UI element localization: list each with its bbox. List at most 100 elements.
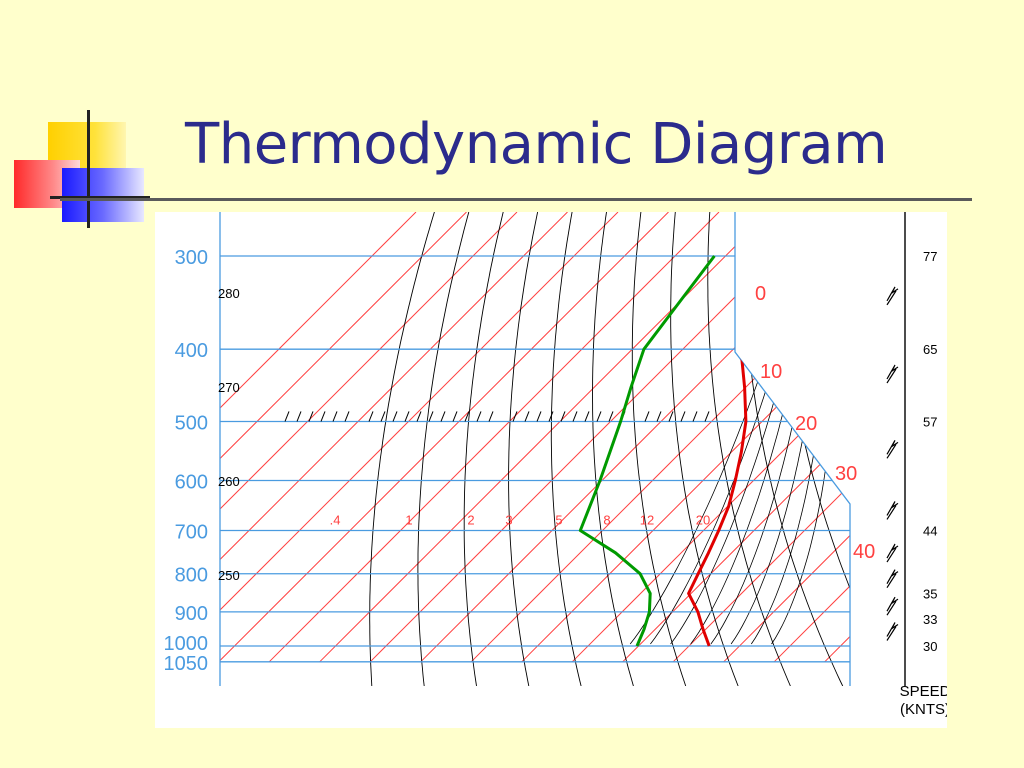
hatch-mark bbox=[476, 411, 482, 422]
hatch-mark bbox=[404, 411, 410, 422]
hatch-mark bbox=[428, 411, 434, 422]
isotherm-label: 0 bbox=[755, 283, 766, 305]
mixing-ratio-label: 8 bbox=[603, 512, 610, 527]
wind-barb bbox=[886, 622, 899, 641]
hatch-mark bbox=[512, 411, 518, 422]
hatch-mark bbox=[608, 411, 614, 422]
isotherm-line bbox=[319, 212, 770, 663]
hatch-mark bbox=[308, 411, 314, 422]
dry-adiabat-line bbox=[631, 212, 687, 686]
plot-right-border bbox=[734, 212, 851, 686]
hatch-mark bbox=[560, 411, 566, 422]
hatch-mark bbox=[440, 411, 446, 422]
wind-barb bbox=[886, 286, 899, 306]
isotherm-label: 40 bbox=[853, 541, 875, 563]
wind-speed-label: 33 bbox=[923, 612, 937, 627]
dry-adiabat-line bbox=[508, 212, 539, 686]
mixing-ratio-label: .4 bbox=[330, 512, 341, 527]
wind-barb bbox=[886, 569, 899, 588]
isotherm-line bbox=[369, 212, 821, 663]
wind-axis-label: (KNTS) bbox=[900, 701, 947, 718]
isotherm-line bbox=[672, 212, 850, 663]
hatch-mark bbox=[464, 411, 470, 422]
adiabat-lines bbox=[369, 212, 850, 686]
moist-adiabat-line bbox=[650, 212, 815, 645]
hatch-mark bbox=[380, 411, 386, 422]
hatch-mark bbox=[656, 411, 662, 422]
slide-title: Thermodynamic Diagram bbox=[185, 112, 888, 177]
isobar-lines bbox=[219, 212, 851, 686]
wind-barb bbox=[886, 596, 899, 616]
wind-speed-label: 30 bbox=[923, 639, 937, 654]
theta-label: 270 bbox=[218, 380, 240, 395]
hatch-mark bbox=[584, 411, 590, 422]
isotherm-label: 30 bbox=[835, 463, 857, 485]
dry-adiabat-line bbox=[417, 212, 470, 686]
isotherm-line bbox=[220, 212, 518, 663]
isotherm-line bbox=[220, 212, 467, 663]
mixing-ratio-label: 3 bbox=[505, 512, 512, 527]
mixing-ratio-label: 5 bbox=[555, 512, 562, 527]
isotherm-line bbox=[220, 212, 619, 663]
hatch-mark bbox=[488, 411, 494, 422]
hatch-mark bbox=[680, 411, 686, 422]
wind-speed-label: 57 bbox=[923, 414, 937, 429]
dry-adiabat-line bbox=[463, 212, 504, 686]
wind-speed-label: 44 bbox=[923, 523, 937, 538]
dry-adiabat-line bbox=[369, 212, 435, 686]
hatch-mark bbox=[524, 411, 530, 422]
pressure-tick-label: 700 bbox=[175, 521, 208, 543]
hatch-mark bbox=[704, 411, 710, 422]
wind-speed-label: 35 bbox=[923, 586, 937, 601]
hatch-mark bbox=[392, 411, 398, 422]
wind-barb bbox=[886, 501, 899, 520]
logo-horizontal-line bbox=[50, 196, 150, 199]
hatch-mark bbox=[344, 411, 350, 422]
pressure-tick-label: 1050 bbox=[164, 653, 209, 675]
hatch-mark bbox=[572, 411, 578, 422]
hatch-mark bbox=[332, 411, 338, 422]
axis-labels: 3004005006007008009001000105001020304028… bbox=[164, 247, 876, 675]
wind-axis-label: SPEED bbox=[900, 683, 947, 700]
title-divider bbox=[60, 198, 972, 201]
wind-profile: 77 65 57 44 35 33 30 SPEED(KNTS) bbox=[886, 160, 951, 718]
wind-speed-label: 77 bbox=[923, 249, 937, 264]
isotherm-line bbox=[723, 212, 850, 663]
logo-vertical-line bbox=[87, 110, 90, 228]
moist-adiabat-line bbox=[750, 212, 830, 645]
hatch-mark bbox=[668, 411, 674, 422]
pressure-tick-label: 800 bbox=[175, 565, 208, 587]
freezing-level-hatch bbox=[284, 411, 710, 422]
pressure-tick-label: 300 bbox=[175, 247, 208, 269]
skewt-chart: 300 400 500 600 700 800 900 1000 1050 0 10 20 30 40 28… bbox=[155, 160, 951, 728]
hatch-mark bbox=[644, 411, 650, 422]
mixing-ratio-label: 1 bbox=[405, 512, 412, 527]
logo-blue-square bbox=[62, 168, 144, 222]
isotherm-line bbox=[220, 212, 568, 663]
isotherm-line bbox=[268, 212, 720, 663]
mixing-ratio-label: 20 bbox=[696, 512, 710, 527]
hatch-mark bbox=[296, 411, 302, 422]
dry-adiabat-line bbox=[778, 212, 850, 686]
dry-adiabat-line bbox=[592, 212, 634, 686]
isotherm-line bbox=[220, 212, 669, 663]
hatch-mark bbox=[452, 411, 458, 422]
pressure-tick-label: 600 bbox=[175, 472, 208, 494]
moist-adiabat-line bbox=[629, 212, 812, 645]
hatch-mark bbox=[596, 411, 602, 422]
isotherm-line bbox=[773, 212, 850, 663]
sounding-series bbox=[578, 232, 767, 647]
theta-label: 260 bbox=[218, 474, 240, 489]
pressure-tick-label: 500 bbox=[175, 412, 208, 434]
hatch-mark bbox=[284, 411, 290, 422]
dry-adiabat-line bbox=[707, 212, 791, 686]
slide-logo bbox=[0, 0, 160, 240]
wind-speed-label: 65 bbox=[923, 342, 937, 357]
wind-barb bbox=[886, 364, 899, 384]
isotherm-line bbox=[521, 212, 850, 663]
hatch-mark bbox=[320, 411, 326, 422]
hatch-mark bbox=[692, 411, 698, 422]
dry-adiabat-line bbox=[550, 212, 582, 686]
isotherm-label: 20 bbox=[795, 413, 817, 435]
mixing-ratio-label: 12 bbox=[640, 512, 654, 527]
